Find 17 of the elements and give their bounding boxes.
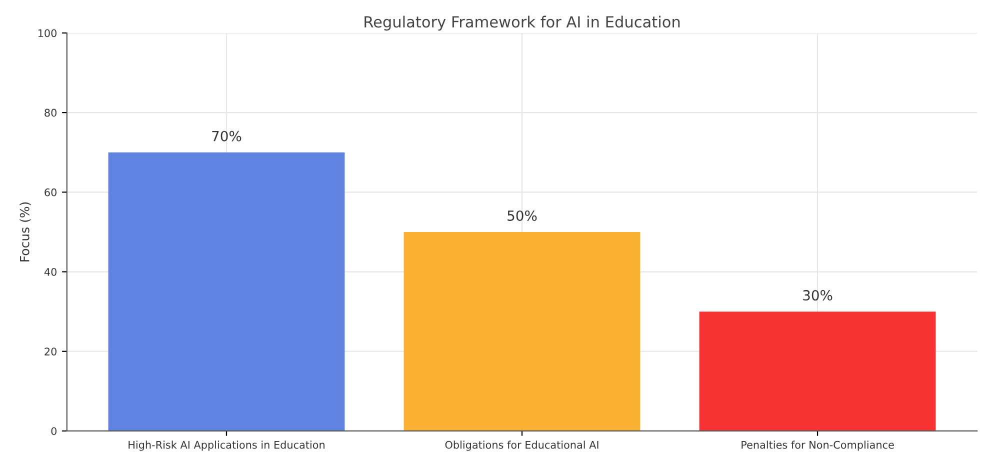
bar (699, 312, 936, 431)
data-label: 50% (508, 210, 537, 221)
y-tick-label: 80 (44, 108, 56, 117)
y-tick-label: 40 (44, 268, 56, 276)
bar (404, 232, 640, 431)
y-tick-label: 0 (51, 427, 56, 436)
data-label: 70% (212, 130, 242, 142)
x-tick-label: High-Risk AI Applications in Education (128, 440, 324, 451)
x-tick-label: Obligations for Educational AI (445, 440, 598, 451)
bar (108, 152, 345, 431)
chart-title: Regulatory Framework for AI in Education (364, 16, 680, 31)
y-tick-label: 60 (44, 188, 56, 196)
data-label: 30% (803, 290, 832, 301)
y-tick-label: 100 (38, 29, 56, 38)
x-tick-label: Penalties for Non-Compliance (742, 440, 894, 451)
y-tick-label: 20 (44, 348, 56, 356)
y-axis-title: Focus (%) (20, 202, 31, 262)
